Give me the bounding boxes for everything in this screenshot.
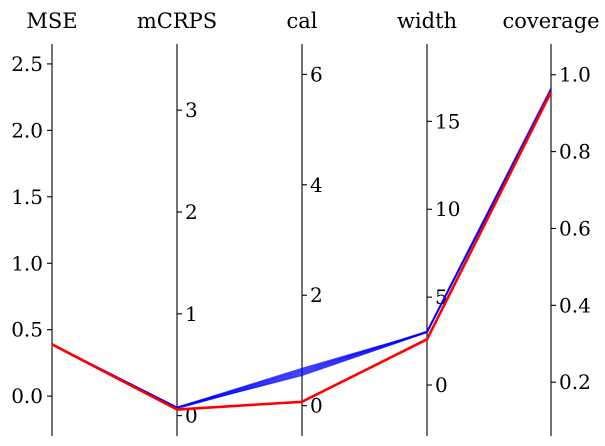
axis-title-mcrps: mCRPS [137,9,217,33]
axis-title-width: width [397,9,457,33]
tick-label: 6 [310,62,323,86]
axis-title-cal: cal [287,9,318,33]
tick-label: 0.5 [11,318,43,342]
tick-label: 0.8 [559,140,591,164]
axis-title-mse: MSE [26,9,77,33]
red-series-line-0 [51,91,553,411]
tick-label: 2 [310,283,323,307]
tick-label: 2.0 [11,118,43,142]
tick-label: 1.0 [11,251,43,275]
tick-label: 10 [435,197,460,221]
tick-label: 15 [435,109,460,133]
tick-label: 0.6 [559,216,591,240]
tick-label: 0 [435,373,448,397]
tick-label: 2.5 [11,52,43,76]
tick-label: 1.5 [11,185,43,209]
tick-label: 0.0 [11,384,43,408]
axis-title-coverage: coverage [502,9,599,33]
tick-label: 1.0 [559,63,591,87]
tick-label: 2 [185,200,198,224]
tick-label: 3 [185,98,198,122]
tick-label: 0 [310,394,323,418]
tick-label: 0.4 [559,293,591,317]
tick-label: 4 [310,173,323,197]
tick-label: 0.2 [559,370,591,394]
tick-label: 1 [185,302,198,326]
